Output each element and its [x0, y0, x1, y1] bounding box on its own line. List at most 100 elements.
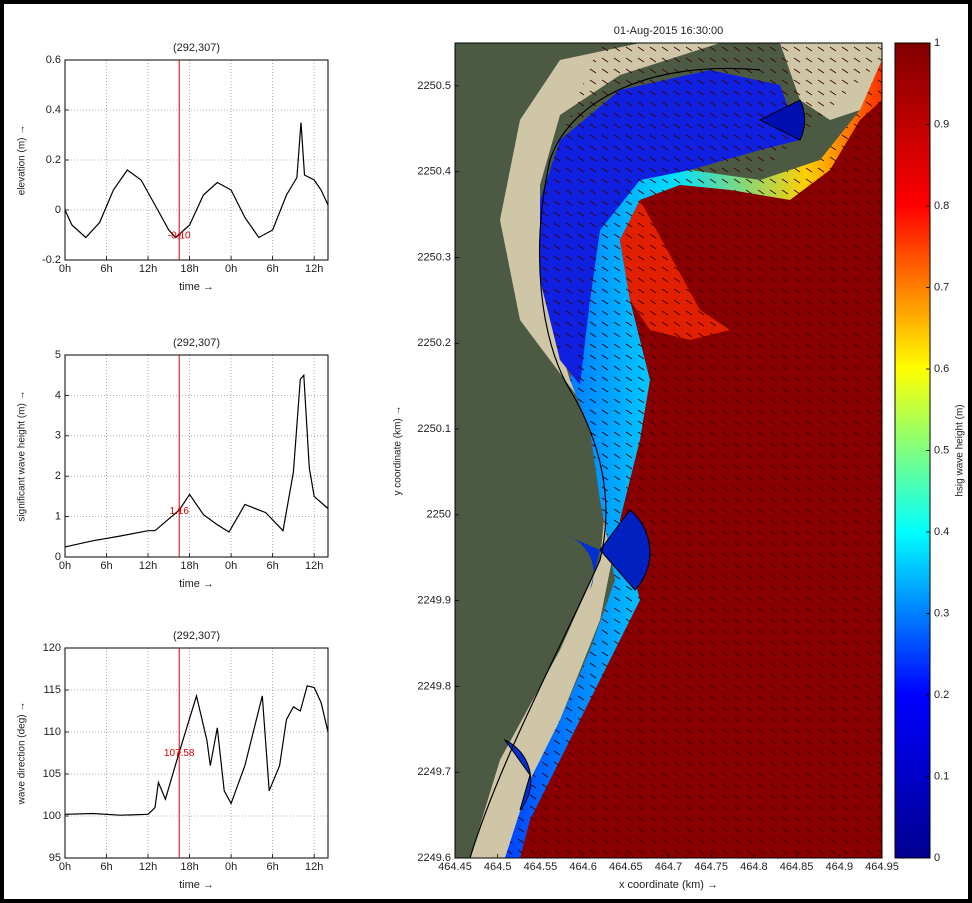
- y-tick-label: 95: [49, 852, 61, 864]
- colorbar-tick-label: 0.2: [934, 689, 949, 701]
- y-axis-label: significant wave height (m) →: [17, 390, 28, 521]
- axes-box: [64, 647, 329, 859]
- x-tick-label: 464.65: [609, 861, 643, 873]
- y-axis-label: elevation (m) →: [17, 125, 28, 196]
- x-tick-label: 18h: [180, 861, 198, 873]
- wave-vectors: [505, 43, 882, 858]
- y-tick-label: 110: [43, 726, 61, 738]
- x-tick-label: 6h: [267, 560, 279, 572]
- x-tick-label: 464.45: [438, 861, 472, 873]
- y-tick-label: 0: [55, 204, 61, 216]
- fan: [599, 509, 651, 591]
- y-tick-label: 5: [55, 349, 61, 361]
- y-tick-label: 2250.3: [417, 251, 451, 263]
- x-tick-label: 0h: [59, 263, 71, 275]
- y-tick-label: 120: [43, 642, 61, 654]
- y-tick-label: 100: [43, 810, 61, 822]
- y-tick-label: 0: [55, 551, 61, 563]
- x-tick-label: 12h: [305, 861, 323, 873]
- x-tick-label: 6h: [100, 263, 112, 275]
- y-tick-label: 2249.8: [417, 680, 451, 692]
- x-tick-label: 12h: [139, 861, 157, 873]
- colorbar-tick-label: 0.8: [934, 200, 949, 212]
- series-line: [64, 685, 329, 816]
- chart-title: (292,307): [173, 337, 220, 349]
- axes-box: [64, 354, 329, 558]
- colorbar-tick-label: 0.1: [934, 770, 949, 782]
- y-tick-label: 2249.6: [417, 852, 451, 864]
- x-tick-label: 12h: [305, 263, 323, 275]
- y-tick-label: 4: [55, 389, 61, 401]
- y-tick-label: 0.2: [46, 154, 61, 166]
- x-tick-label: 18h: [180, 560, 198, 572]
- x-tick-label: 0h: [225, 263, 237, 275]
- colorbar-tick-label: 0.9: [934, 118, 949, 130]
- series-line: [64, 122, 329, 239]
- y-tick-label: 2250: [427, 509, 451, 521]
- x-tick-label: 6h: [100, 861, 112, 873]
- y-tick-label: 2250.5: [417, 80, 451, 92]
- y-tick-label: 115: [43, 684, 61, 696]
- x-tick-label: 464.7: [655, 861, 683, 873]
- y-tick-label: 2249.7: [417, 766, 451, 778]
- y-tick-label: -0.2: [42, 254, 61, 266]
- x-tick-label: 6h: [267, 861, 279, 873]
- y-tick-label: 0.6: [46, 54, 61, 66]
- beach: [470, 43, 720, 858]
- chart-title: 01-Aug-2015 16:30:00: [614, 25, 723, 37]
- x-axis-label: x coordinate (km) →: [619, 879, 718, 891]
- chart-title: (292,307): [173, 42, 220, 54]
- cursor-label: -0.10: [168, 231, 191, 242]
- axes-box: [64, 59, 329, 261]
- fan: [503, 738, 532, 811]
- x-axis-label: time →: [179, 879, 214, 891]
- x-tick-label: 0h: [59, 560, 71, 572]
- x-tick-label: 464.5: [484, 861, 512, 873]
- y-tick-label: 3: [55, 430, 61, 442]
- x-tick-label: 18h: [180, 263, 198, 275]
- x-tick-label: 0h: [225, 560, 237, 572]
- colorbar-label: hsig wave height (m): [955, 404, 966, 496]
- x-tick-label: 464.6: [569, 861, 597, 873]
- y-axis-label: wave direction (deg) →: [17, 702, 28, 806]
- cursor-label: 107.58: [164, 748, 195, 759]
- colorbar: [894, 42, 931, 859]
- x-axis-label: time →: [179, 578, 214, 590]
- x-tick-label: 12h: [139, 560, 157, 572]
- plot-area: [65, 355, 328, 557]
- colorbar-tick-label: 0.6: [934, 363, 949, 375]
- cursor-point: [177, 750, 181, 754]
- x-tick-label: 464.75: [694, 861, 728, 873]
- y-tick-label: 105: [43, 768, 61, 780]
- x-tick-label: 6h: [267, 263, 279, 275]
- y-tick-label: 2250.1: [417, 423, 451, 435]
- x-tick-label: 464.55: [524, 861, 558, 873]
- x-axis-label: time →: [179, 281, 214, 293]
- x-tick-label: 464.9: [826, 861, 854, 873]
- fan: [758, 99, 806, 141]
- colorbar-tick-label: 0: [934, 852, 940, 864]
- series-line: [64, 373, 329, 548]
- y-axis-label: y coordinate (km) →: [393, 405, 404, 495]
- y-tick-label: 2250.2: [417, 337, 451, 349]
- cursor-point: [177, 508, 181, 512]
- x-tick-label: 6h: [100, 560, 112, 572]
- axes-box: [454, 42, 883, 859]
- cursor-label: 1.16: [169, 506, 189, 517]
- colorbar-tick-label: 1: [934, 37, 940, 49]
- y-tick-label: 1: [55, 511, 61, 523]
- colorbar-tick-label: 0.4: [934, 526, 949, 538]
- y-tick-label: 2: [55, 470, 61, 482]
- colorbar-tick-label: 0.5: [934, 444, 949, 456]
- x-tick-label: 0h: [225, 861, 237, 873]
- fan: [565, 535, 600, 590]
- chart-title: (292,307): [173, 630, 220, 642]
- x-tick-label: 12h: [305, 560, 323, 572]
- y-tick-label: 2250.4: [417, 166, 451, 178]
- coastline: [469, 67, 761, 858]
- colorbar-tick-label: 0.3: [934, 607, 949, 619]
- cursor-point: [177, 233, 181, 237]
- x-tick-label: 0h: [59, 861, 71, 873]
